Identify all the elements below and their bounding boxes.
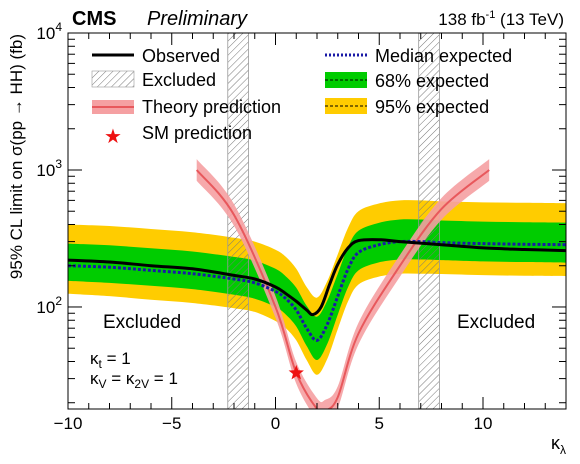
legend-sm-label: SM prediction <box>142 123 252 143</box>
x-tick-label: 10 <box>474 414 493 433</box>
y-tick-label: 103 <box>36 157 62 180</box>
legend-observed-label: Observed <box>142 46 220 66</box>
band-68-expected <box>68 219 566 361</box>
experiment-label: CMS <box>72 8 116 30</box>
legend-excluded-label: Excluded <box>142 70 216 90</box>
x-tick-label: 0 <box>271 414 280 433</box>
y-tick-label: 104 <box>36 20 62 43</box>
kv-annotation: κV = κ2V = 1 <box>90 369 178 391</box>
theory-line <box>195 169 490 409</box>
y-tick-label: 102 <box>36 294 62 317</box>
legend-95-label: 95% expected <box>375 97 489 117</box>
theory-band <box>196 159 490 409</box>
excluded-right-label: Excluded <box>457 312 535 333</box>
lumi-label: 138 fb-1 (13 TeV) <box>438 9 564 29</box>
x-tick-label: −5 <box>162 414 181 433</box>
x-tick-label: 5 <box>375 414 384 433</box>
kt-annotation: κt = 1 <box>90 349 131 371</box>
y-axis-label: 95% CL limit on σ(pp → HH) (fb) <box>7 34 26 279</box>
median-expected-line <box>68 239 566 342</box>
x-tick-label: −10 <box>54 414 83 433</box>
legend-excluded-swatch <box>91 70 135 88</box>
legend-68-label: 68% expected <box>375 71 489 91</box>
status-label: Preliminary <box>147 8 248 30</box>
legend-theory-label: Theory prediction <box>142 97 281 117</box>
sm-prediction-point <box>288 364 304 380</box>
legend-median-label: Median expected <box>375 46 512 66</box>
legend-sm-star: ★ <box>104 126 122 148</box>
axis-ticks: −10 −5 0 5 10 102 103 104 <box>36 20 567 433</box>
plot-area <box>68 33 566 409</box>
x-axis-label: κλ <box>551 433 566 457</box>
excluded-left-label: Excluded <box>103 312 181 333</box>
observed-line <box>68 238 566 317</box>
legend: Observed Excluded Theory prediction ★ SM… <box>91 46 512 148</box>
